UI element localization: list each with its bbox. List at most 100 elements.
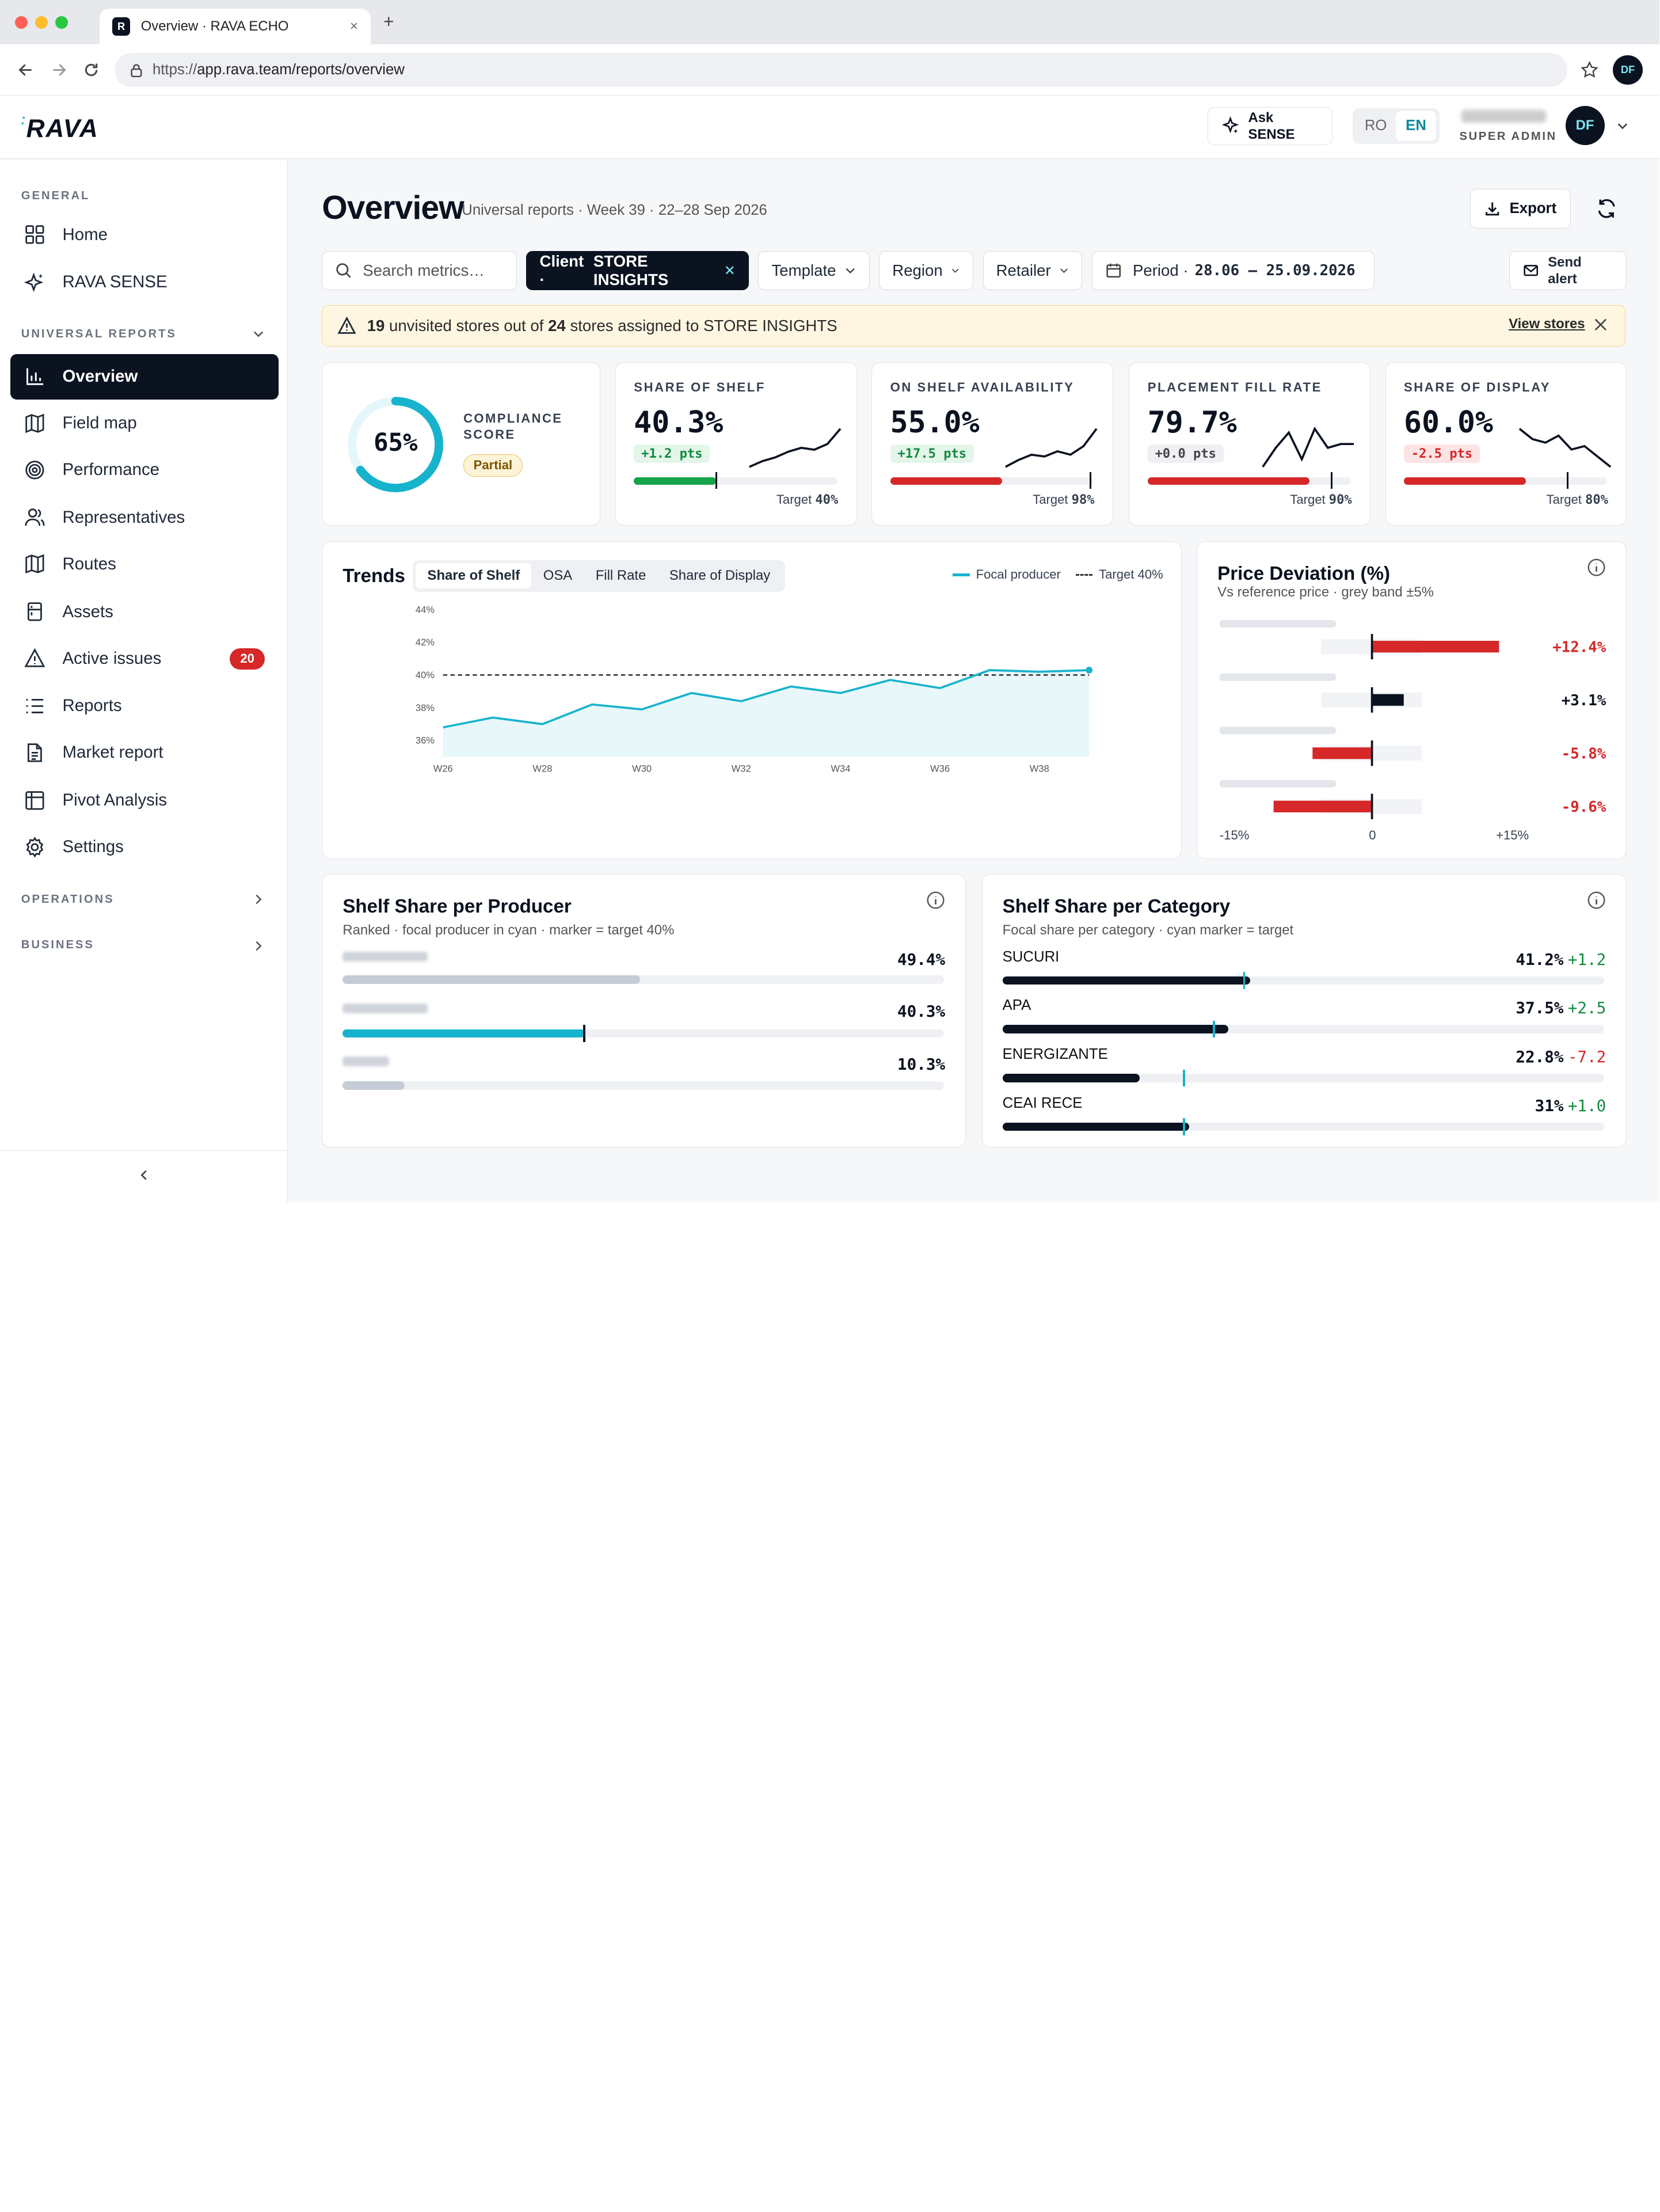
kpi-sparkline (1005, 428, 1098, 468)
legend-series-label: Focal producer (976, 567, 1061, 582)
sidebar-item-reports[interactable]: Reports (10, 683, 279, 729)
chevron-down-icon (952, 268, 959, 273)
sidebar-item-active-issues[interactable]: Active issues 20 (10, 636, 279, 681)
bookmark-star-icon[interactable] (1580, 60, 1599, 79)
chevron-right-icon[interactable] (252, 940, 265, 952)
app-header: ⁚RAVA Ask SENSE RO EN SUPER ADMIN DF (0, 95, 1660, 159)
sidebar-item-performance[interactable]: Performance (10, 447, 279, 492)
browser-toolbar: https://app.rava.team/reports/overview (0, 44, 1660, 96)
table-icon (25, 791, 44, 810)
kpi-label: SHARE OF DISPLAY (1403, 379, 1551, 394)
chevron-down-icon (846, 268, 855, 274)
region-dropdown[interactable]: Region (879, 251, 973, 291)
window-zoom-button[interactable] (55, 16, 68, 29)
new-tab-icon[interactable]: + (383, 12, 394, 32)
chevron-down-icon[interactable] (252, 328, 265, 340)
sidebar-item-pivot-analysis[interactable]: Pivot Analysis (10, 778, 279, 823)
search-input[interactable]: Search metrics… (322, 251, 517, 291)
export-button[interactable]: Export (1469, 188, 1571, 229)
lang-en-option[interactable]: EN (1396, 111, 1437, 141)
warning-icon (337, 316, 356, 335)
search-placeholder: Search metrics… (363, 261, 485, 280)
tab-close-icon[interactable]: × (349, 18, 358, 34)
sidebar-item-market-report[interactable]: Market report (10, 730, 279, 776)
user-avatar[interactable]: DF (1565, 105, 1605, 146)
alert-text-1: unvisited stores out of (389, 316, 544, 335)
close-icon[interactable] (1593, 317, 1608, 332)
rava-logo[interactable]: ⁚RAVA (21, 114, 99, 143)
price-deviation-title: Price Deviation (%) (1217, 563, 1391, 585)
info-icon[interactable] (1587, 891, 1606, 910)
kpi-label: PLACEMENT FILL RATE (1147, 379, 1322, 394)
legend-target-swatch (1075, 573, 1093, 576)
period-picker[interactable]: Period · 28.06 – 25.09.2026 (1092, 251, 1375, 291)
price-deviation-card: Price Deviation (%) Vs reference price ·… (1197, 541, 1627, 860)
sidebar-item-label: Home (62, 225, 108, 244)
category-bar-fill (1002, 1025, 1228, 1033)
language-switch: RO EN (1352, 108, 1440, 145)
forward-arrow-icon[interactable] (49, 60, 68, 79)
kpi-delta: -2.5 pts (1403, 444, 1480, 463)
deviation-bar (1372, 694, 1404, 706)
logo-text: RAVA (26, 114, 99, 143)
template-dropdown[interactable]: Template (758, 251, 870, 291)
lang-ro-option[interactable]: RO (1364, 117, 1387, 134)
reload-icon[interactable] (82, 60, 101, 79)
x-tick-label: W34 (831, 763, 851, 774)
kpi-sparkline (1518, 427, 1611, 468)
tab-fill-rate[interactable]: Fill Rate (595, 568, 646, 584)
row-name-blurred (1219, 673, 1337, 681)
send-alert-button[interactable]: Send alert (1509, 251, 1627, 291)
chevron-down-icon (1060, 268, 1068, 273)
chevron-right-icon[interactable] (252, 893, 265, 906)
category-bar-track (1002, 1069, 1604, 1086)
tab-share-of-shelf[interactable]: Share of Shelf (416, 563, 532, 589)
view-stores-link[interactable]: View stores (1509, 316, 1585, 332)
kpi-value: 60.0% (1403, 405, 1494, 440)
window-close-button[interactable] (14, 16, 28, 29)
browser-profile-avatar[interactable]: DF (1613, 55, 1643, 85)
back-arrow-icon[interactable] (17, 60, 36, 79)
category-bar-fill (1002, 976, 1251, 985)
kpi-progress-fill (890, 477, 1002, 485)
tab-osa[interactable]: OSA (543, 568, 573, 584)
trends-chart: 44% 42% 40% 38% 36% W26 W28 W30 W32 W34 W36 W38 (416, 605, 1093, 774)
sidebar-item-representatives[interactable]: Representatives (10, 495, 279, 540)
collapse-sidebar-icon[interactable] (138, 1169, 150, 1181)
section-operations[interactable]: OPERATIONS (21, 893, 115, 906)
chevron-down-icon[interactable] (1615, 119, 1630, 134)
page-subtitle: Universal reports · Week 39 · 22–28 Sep … (462, 202, 767, 219)
url-text: app.rava.team/reports/overview (197, 61, 405, 78)
target-icon (25, 460, 44, 480)
info-icon[interactable] (1587, 558, 1606, 577)
info-icon[interactable] (926, 891, 945, 910)
x-tick-label: W38 (1030, 763, 1049, 774)
producer-value: 10.3% (897, 1054, 946, 1074)
ask-sense-button[interactable]: Ask SENSE (1207, 107, 1332, 146)
section-business[interactable]: BUSINESS (21, 938, 94, 952)
sidebar-item-overview[interactable]: Overview (10, 354, 279, 400)
section-universal-reports[interactable]: UNIVERSAL REPORTS (21, 327, 177, 340)
client-filter-chip[interactable]: Client · STORE INSIGHTS ✕ (526, 251, 749, 291)
sidebar-item-rava-sense[interactable]: RAVA SENSE (10, 260, 279, 305)
producer-bar-track (342, 975, 945, 984)
retailer-dropdown[interactable]: Retailer (983, 251, 1083, 291)
tab-share-of-display[interactable]: Share of Display (669, 568, 771, 584)
kpi-sparkline (1262, 426, 1354, 468)
refresh-icon[interactable] (1595, 197, 1618, 220)
category-value: 22.8% -7.2 (1516, 1047, 1606, 1066)
kpi-target-marker (1089, 472, 1092, 489)
remove-filter-icon[interactable]: ✕ (724, 263, 736, 279)
sidebar-item-label: Field map (62, 413, 137, 433)
sidebar-item-settings[interactable]: Settings (10, 824, 279, 870)
sidebar-item-assets[interactable]: Assets (10, 589, 279, 634)
sidebar-item-home[interactable]: Home (10, 212, 279, 257)
sidebar-item-field-map[interactable]: Field map (10, 401, 279, 446)
kpi-sparkline (749, 428, 842, 468)
kpi-progress-fill (1147, 477, 1310, 485)
address-bar[interactable]: https://app.rava.team/reports/overview (114, 52, 1568, 87)
window-minimize-button[interactable] (35, 16, 48, 29)
sparkline-path (1005, 428, 1098, 468)
browser-tab[interactable]: R Overview · RAVA ECHO × (99, 8, 371, 45)
sidebar-item-routes[interactable]: Routes (10, 541, 279, 587)
